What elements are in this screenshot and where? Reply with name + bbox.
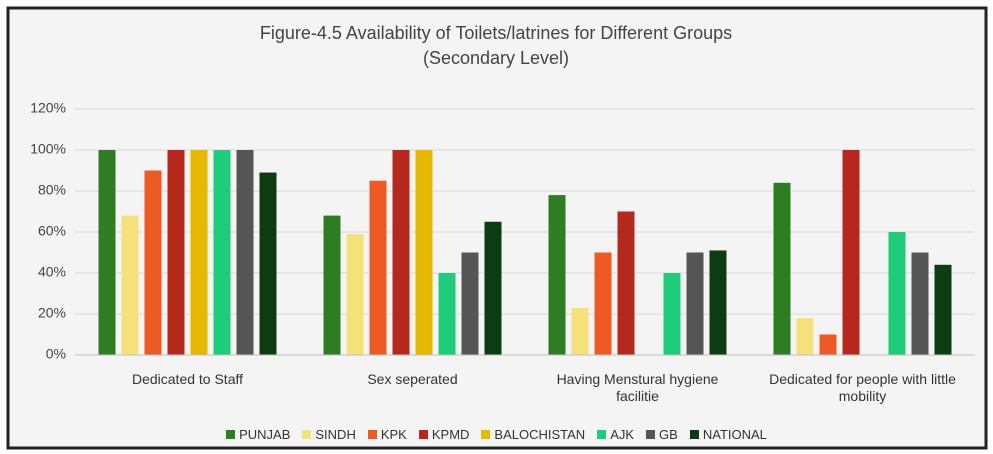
y-tick-label: 20% (38, 305, 66, 321)
legend-item: SINDH (302, 427, 356, 442)
bar (888, 232, 906, 355)
legend: PUNJAB SINDH KPK KPMD BALOCHISTAN AJK GB NATION… (0, 427, 993, 442)
legend-item: BALOCHISTAN (481, 427, 585, 442)
bar (484, 221, 502, 355)
bar (144, 170, 162, 355)
legend-label: SINDH (315, 427, 356, 442)
legend-swatch (418, 430, 428, 439)
y-tick-label: 80% (38, 182, 66, 198)
bar (369, 180, 387, 355)
legend-item: KPK (367, 427, 407, 442)
legend-label: AJK (610, 427, 635, 442)
legend-swatch (302, 430, 312, 439)
legend-label: NATIONAL (702, 427, 767, 442)
bar (571, 307, 589, 355)
y-tick-label: 100% (30, 141, 66, 157)
chart-title: Figure-4.5 Availability of Toilets/latri… (260, 23, 732, 43)
bar (415, 150, 433, 355)
legend-item: AJK (597, 427, 634, 442)
bar (259, 172, 277, 355)
bar (548, 195, 566, 355)
bar (842, 150, 860, 355)
x-tick-label: Having Menstural hygiene facilitie (556, 371, 719, 404)
bar (346, 234, 364, 355)
bar (190, 150, 208, 355)
bar (773, 182, 791, 355)
bar (663, 273, 681, 355)
x-tick-label: Sex seperated (367, 371, 458, 387)
legend-item: KPMD (418, 427, 470, 442)
bar (461, 252, 479, 355)
bar (819, 334, 837, 355)
legend-swatch (226, 430, 236, 439)
legend-swatch (367, 430, 377, 439)
legend-item: GB (646, 427, 678, 442)
bar (911, 252, 929, 355)
legend-swatch (597, 430, 607, 439)
legend-label: PUNJAB (239, 427, 291, 442)
bar (98, 150, 116, 355)
y-tick-label: 120% (30, 100, 66, 116)
bar (686, 252, 704, 355)
legend-label: KPK (380, 427, 407, 442)
bar (167, 150, 185, 355)
bar (121, 215, 139, 355)
bar (617, 211, 635, 355)
legend-label: BALOCHISTAN (494, 427, 586, 442)
legend-swatch (689, 430, 699, 439)
bar (709, 250, 727, 355)
legend-label: GB (659, 427, 678, 442)
bar (392, 150, 410, 355)
bar (594, 252, 612, 355)
chart-subtitle: (Secondary Level) (423, 48, 569, 68)
legend-item: PUNJAB (226, 427, 290, 442)
bar (796, 318, 814, 355)
bar (213, 150, 231, 355)
legend-label: KPMD (431, 427, 470, 442)
legend-item: NATIONAL (689, 427, 767, 442)
bar (934, 264, 952, 355)
bar (438, 273, 456, 355)
legend-swatch (481, 430, 491, 439)
x-tick-label: Dedicated to Staff (131, 371, 244, 387)
y-tick-label: 0% (46, 346, 66, 362)
y-tick-label: 60% (38, 223, 66, 239)
x-tick-label: Dedicated for people with little mobilit… (769, 371, 956, 404)
legend-swatch (646, 430, 656, 439)
bar (236, 150, 254, 355)
bar (323, 215, 341, 355)
y-tick-label: 40% (38, 264, 66, 280)
